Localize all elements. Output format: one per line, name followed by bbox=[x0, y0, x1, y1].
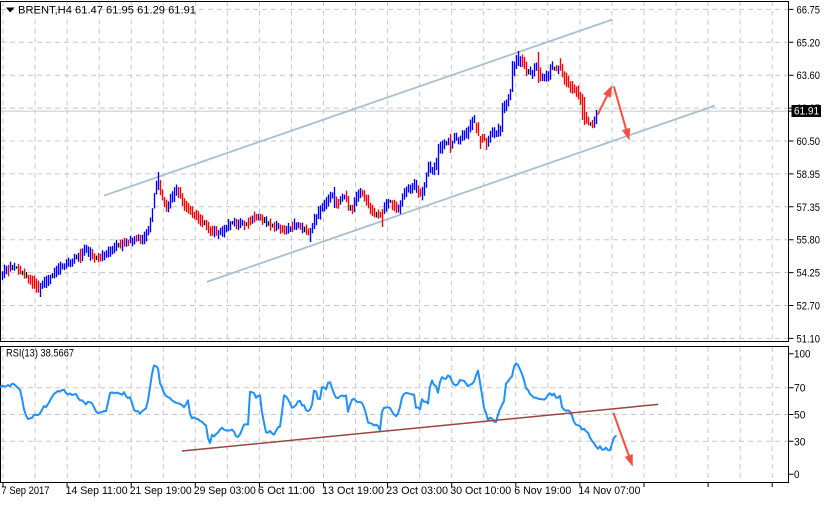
svg-text:65.20: 65.20 bbox=[797, 37, 821, 49]
svg-text:14 Sep 11:00: 14 Sep 11:00 bbox=[66, 485, 128, 497]
svg-text:0: 0 bbox=[794, 469, 800, 481]
svg-text:61.91: 61.91 bbox=[794, 106, 819, 118]
svg-text:52.70: 52.70 bbox=[797, 301, 821, 313]
svg-text:14 Nov 07:00: 14 Nov 07:00 bbox=[578, 485, 640, 497]
svg-text:21 Sep 19:00: 21 Sep 19:00 bbox=[130, 485, 192, 497]
svg-text:100: 100 bbox=[794, 349, 811, 361]
svg-text:57.35: 57.35 bbox=[797, 202, 821, 214]
svg-text:7 Sep 2017: 7 Sep 2017 bbox=[2, 485, 50, 497]
svg-text:51.10: 51.10 bbox=[797, 333, 821, 345]
svg-text:BRENT,H4 61.47 61.95 61.29 61: BRENT,H4 61.47 61.95 61.29 61.91 bbox=[18, 5, 196, 17]
svg-text:63.60: 63.60 bbox=[797, 70, 821, 82]
svg-text:55.80: 55.80 bbox=[797, 235, 821, 247]
svg-text:29 Sep 03:00: 29 Sep 03:00 bbox=[194, 485, 256, 497]
svg-text:13 Oct 19:00: 13 Oct 19:00 bbox=[322, 485, 384, 497]
svg-text:70: 70 bbox=[794, 383, 806, 395]
svg-text:RSI(13) 38.5667: RSI(13) 38.5667 bbox=[6, 348, 74, 360]
svg-text:54.25: 54.25 bbox=[797, 268, 821, 280]
svg-text:30: 30 bbox=[794, 436, 806, 448]
svg-text:58.95: 58.95 bbox=[797, 169, 821, 181]
svg-text:66.75: 66.75 bbox=[797, 4, 821, 16]
svg-text:6 Nov 19:00: 6 Nov 19:00 bbox=[514, 485, 571, 497]
svg-text:60.50: 60.50 bbox=[797, 136, 821, 148]
svg-text:50: 50 bbox=[794, 410, 806, 422]
svg-text:6 Oct 11:00: 6 Oct 11:00 bbox=[258, 485, 315, 497]
svg-text:23 Oct 03:00: 23 Oct 03:00 bbox=[386, 485, 448, 497]
svg-text:30 Oct 10:00: 30 Oct 10:00 bbox=[450, 485, 511, 497]
